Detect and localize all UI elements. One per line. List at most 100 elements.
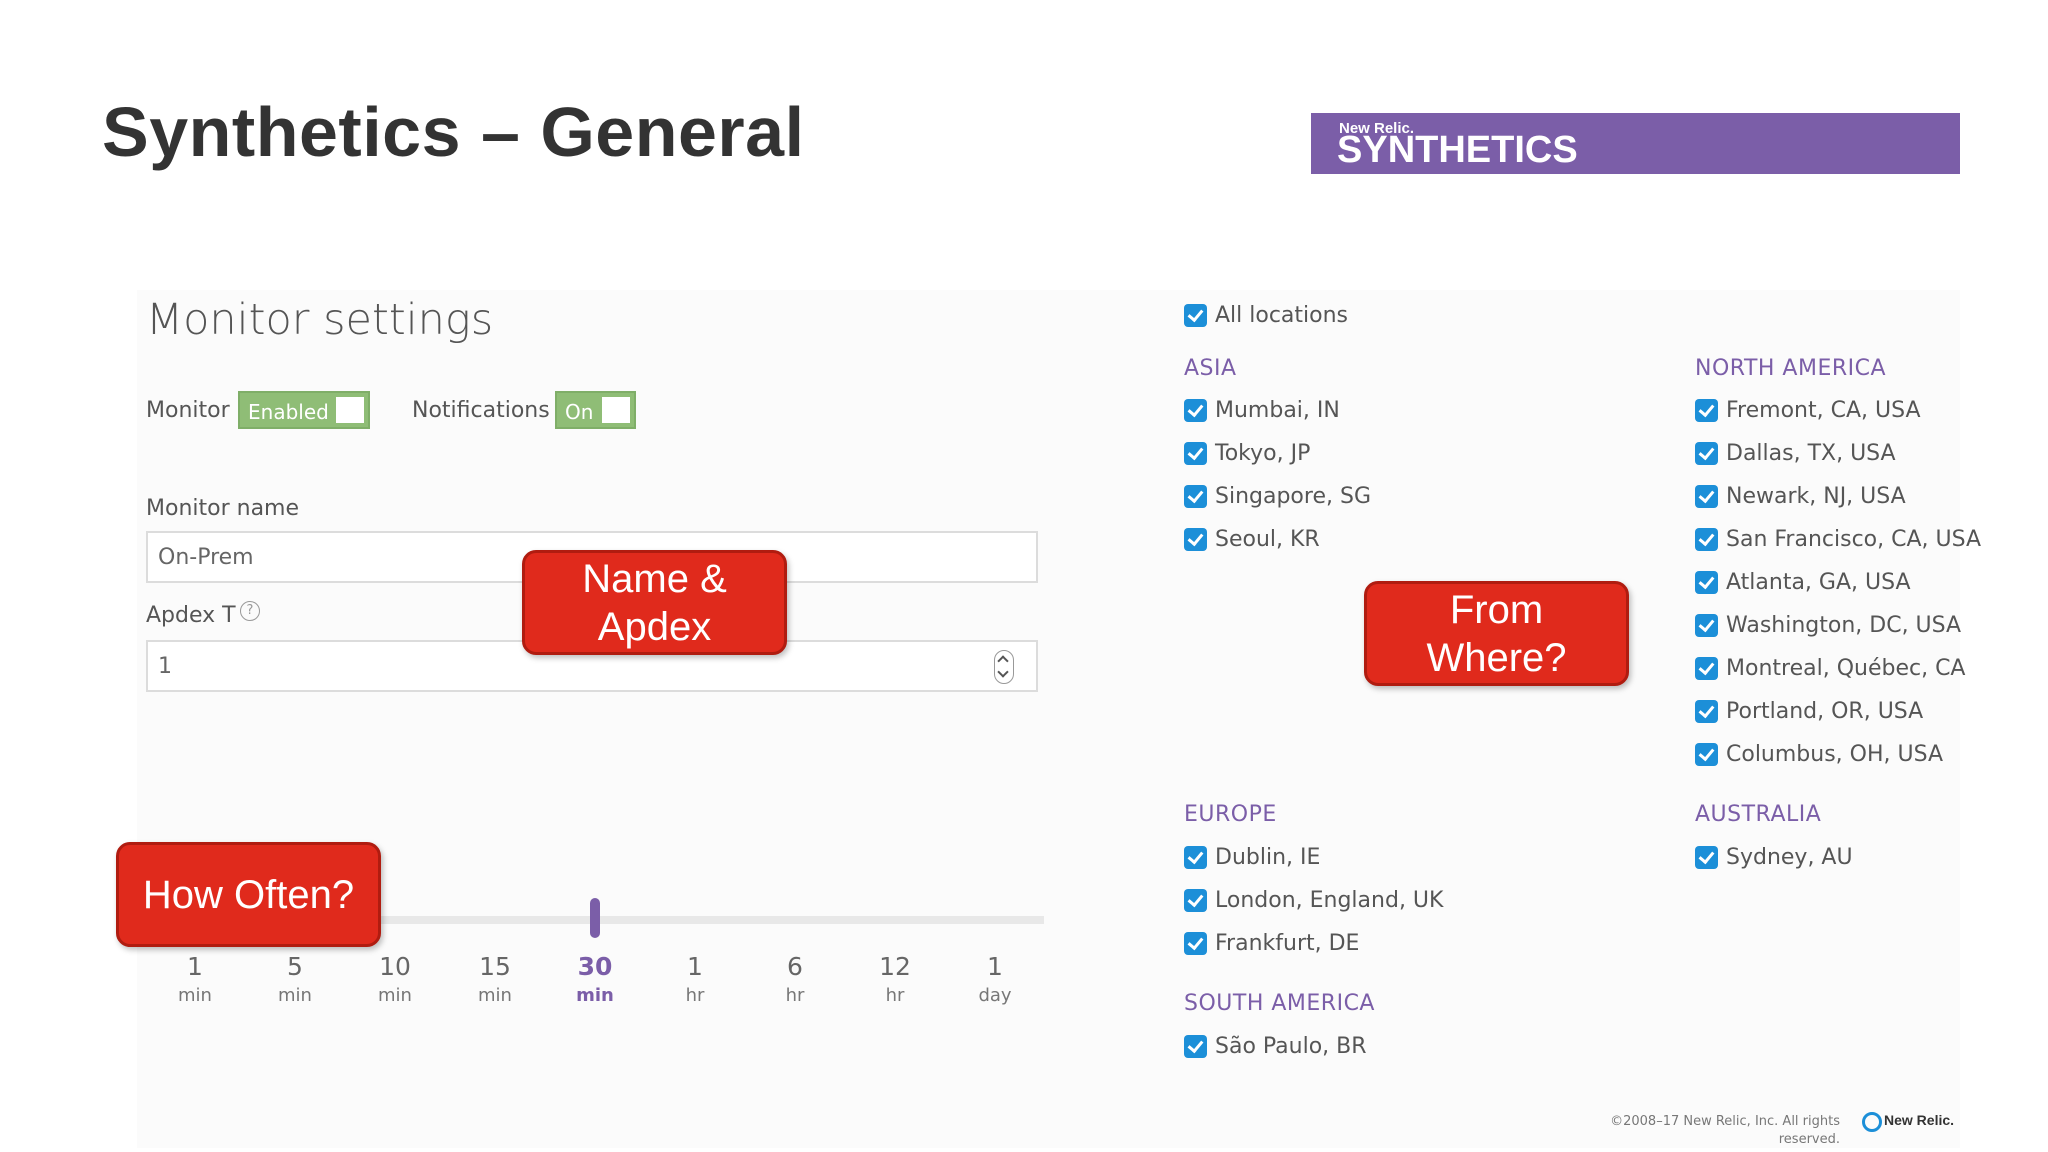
region-south-america: SOUTH AMERICA — [1184, 991, 1375, 1016]
location-label: São Paulo, BR — [1215, 1034, 1367, 1059]
location-label: San Francisco, CA, USA — [1726, 527, 1982, 552]
tick-unit: day — [978, 985, 1012, 1006]
tick-unit: hr — [785, 985, 805, 1006]
banner-small-text: New Relic. — [1339, 120, 1415, 137]
location-label: Newark, NJ, USA — [1726, 484, 1906, 509]
frequency-tick[interactable]: 1 hr — [655, 952, 735, 1006]
checkbox-all-locations[interactable] — [1184, 304, 1207, 327]
callout-name-apdex: Name & Apdex — [522, 550, 787, 655]
region-asia: ASIA — [1184, 356, 1237, 381]
new-relic-logo-text: New Relic. — [1884, 1112, 1955, 1128]
location-checkbox[interactable] — [1695, 442, 1718, 465]
location-label: London, England, UK — [1215, 888, 1444, 913]
location-checkbox[interactable] — [1184, 932, 1207, 955]
location-checkbox[interactable] — [1184, 1035, 1207, 1058]
screenshot-panel — [137, 290, 1960, 1148]
location-checkbox[interactable] — [1695, 614, 1718, 637]
all-locations-label: All locations — [1215, 303, 1349, 328]
tick-unit: hr — [685, 985, 705, 1006]
frequency-slider-track[interactable] — [377, 916, 1044, 924]
location-checkbox[interactable] — [1695, 743, 1718, 766]
monitor-name-value: On-Prem — [158, 545, 254, 570]
tick-unit: min — [178, 985, 212, 1006]
location-checkbox[interactable] — [1184, 846, 1207, 869]
frequency-tick[interactable]: 6 hr — [755, 952, 835, 1006]
location-label: Dublin, IE — [1215, 845, 1321, 870]
location-label: Portland, OR, USA — [1726, 699, 1924, 724]
tick-number: 6 — [787, 952, 803, 981]
slide-title: Synthetics – General — [102, 93, 805, 171]
tick-number: 5 — [287, 952, 303, 981]
location-checkbox[interactable] — [1184, 485, 1207, 508]
frequency-tick[interactable]: 10 min — [355, 952, 435, 1006]
location-label: Singapore, SG — [1215, 484, 1371, 509]
tick-number: 1 — [687, 952, 703, 981]
help-icon[interactable]: ? — [240, 601, 260, 621]
location-label: Seoul, KR — [1215, 527, 1320, 552]
monitor-settings-title: Monitor settings — [146, 295, 494, 345]
frequency-tick[interactable]: 30 min — [555, 952, 635, 1006]
location-checkbox[interactable] — [1184, 442, 1207, 465]
region-europe: EUROPE — [1184, 802, 1277, 827]
callout-how-often: How Often? — [116, 842, 381, 947]
copyright: ©2008–17 New Relic, Inc. All rights rese… — [1560, 1113, 1840, 1149]
location-label: Tokyo, JP — [1215, 441, 1311, 466]
location-checkbox[interactable] — [1695, 528, 1718, 551]
toggle-knob — [336, 397, 364, 423]
notifications-toggle[interactable]: On — [555, 391, 636, 429]
frequency-tick[interactable]: 15 min — [455, 952, 535, 1006]
location-checkbox[interactable] — [1695, 700, 1718, 723]
stepper-icon[interactable] — [994, 650, 1014, 684]
tick-number: 10 — [379, 952, 411, 981]
toggle-knob — [602, 397, 630, 423]
tick-unit: min — [478, 985, 512, 1006]
tick-unit: min — [576, 985, 614, 1006]
location-label: Dallas, TX, USA — [1726, 441, 1896, 466]
location-checkbox[interactable] — [1695, 571, 1718, 594]
region-australia: AUSTRALIA — [1695, 802, 1822, 827]
copyright-line: ©2008–17 New Relic, Inc. All rights — [1610, 1114, 1840, 1129]
notifications-label: Notifications — [412, 398, 550, 423]
frequency-tick[interactable]: 12 hr — [855, 952, 935, 1006]
location-checkbox[interactable] — [1695, 657, 1718, 680]
frequency-slider-handle[interactable] — [590, 898, 600, 938]
apdex-value: 1 — [158, 654, 172, 679]
location-checkbox[interactable] — [1695, 846, 1718, 869]
monitor-toggle-text: Enabled — [248, 400, 329, 424]
frequency-tick[interactable]: 5 min — [255, 952, 335, 1006]
synthetics-banner: New Relic. SYNTHETICS — [1311, 113, 1960, 174]
tick-unit: hr — [885, 985, 905, 1006]
location-checkbox[interactable] — [1184, 528, 1207, 551]
frequency-tick[interactable]: 1 day — [955, 952, 1035, 1006]
tick-number: 1 — [187, 952, 203, 981]
tick-number: 15 — [479, 952, 511, 981]
new-relic-logo-icon — [1862, 1112, 1882, 1132]
apdex-label: Apdex T — [146, 603, 236, 628]
frequency-tick[interactable]: 1 min — [155, 952, 235, 1006]
callout-line: From — [1449, 587, 1544, 632]
monitor-toggle[interactable]: Enabled — [238, 391, 370, 429]
tick-unit: min — [378, 985, 412, 1006]
callout-line: Where? — [1426, 635, 1567, 680]
callout-line: Name & — [582, 556, 727, 601]
tick-number: 30 — [577, 952, 613, 981]
location-label: Atlanta, GA, USA — [1726, 570, 1911, 595]
location-label: Frankfurt, DE — [1215, 931, 1360, 956]
callout-line: Apdex — [597, 604, 712, 649]
location-checkbox[interactable] — [1695, 485, 1718, 508]
location-label: Washington, DC, USA — [1726, 613, 1962, 638]
location-label: Fremont, CA, USA — [1726, 398, 1921, 423]
location-checkbox[interactable] — [1695, 399, 1718, 422]
location-label: Mumbai, IN — [1215, 398, 1340, 423]
location-label: Montreal, Québec, CA — [1726, 656, 1966, 681]
callout-from-where: From Where? — [1364, 581, 1629, 686]
location-label: Sydney, AU — [1726, 845, 1853, 870]
location-checkbox[interactable] — [1184, 889, 1207, 912]
region-north-america: NORTH AMERICA — [1695, 356, 1887, 381]
notifications-toggle-text: On — [565, 400, 594, 424]
tick-number: 1 — [987, 952, 1003, 981]
monitor-label: Monitor — [146, 398, 230, 423]
copyright-line: reserved. — [1778, 1132, 1840, 1147]
location-checkbox[interactable] — [1184, 399, 1207, 422]
banner-big-text: SYNTHETICS — [1337, 129, 1578, 171]
